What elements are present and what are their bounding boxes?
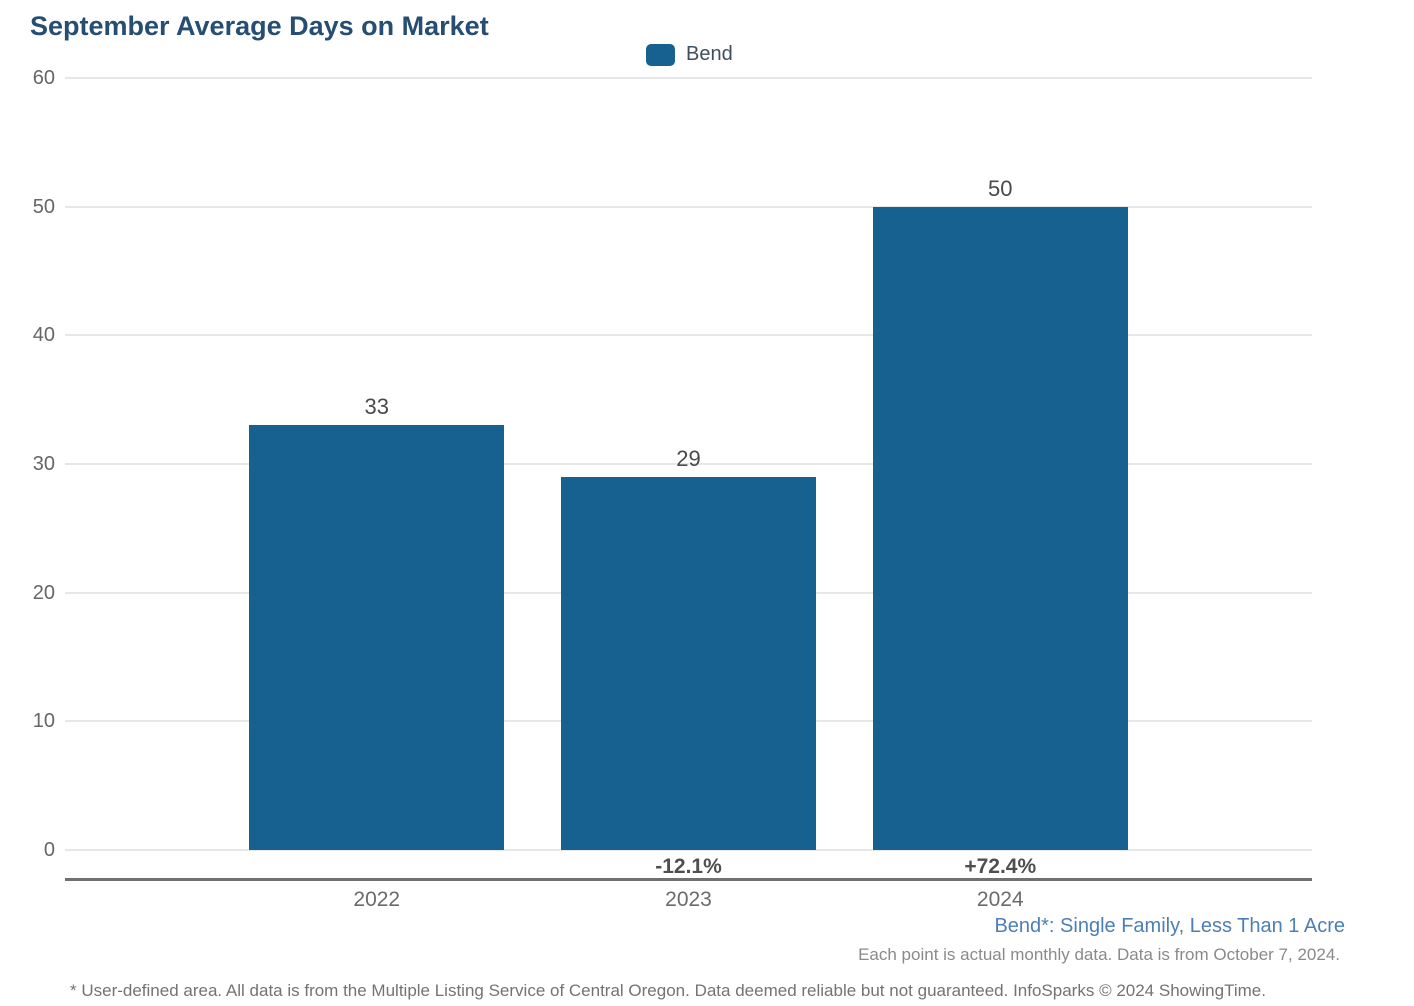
pct-change-label-2024: +72.4% bbox=[964, 855, 1037, 878]
legend-item-bend[interactable]: Bend bbox=[646, 43, 733, 66]
bar-2022[interactable] bbox=[249, 425, 505, 850]
bar-2024[interactable] bbox=[872, 206, 1128, 850]
gridline-30 bbox=[65, 463, 1312, 465]
x-tick-label-2024: 2024 bbox=[976, 888, 1024, 911]
footnote-disclaimer: * User-defined area. All data is from th… bbox=[70, 981, 1266, 1000]
y-axis: 0 10 20 30 40 50 60 bbox=[0, 67, 55, 861]
x-tick-label-2022: 2022 bbox=[353, 888, 401, 911]
gridline-0 bbox=[65, 849, 1312, 851]
gridline-40 bbox=[65, 334, 1312, 337]
y-tick-label-10: 10 bbox=[32, 710, 55, 733]
footnote-data-note: Each point is actual monthly data. Data … bbox=[858, 945, 1340, 964]
bar-value-label-2023: 29 bbox=[676, 445, 701, 471]
y-tick-label-50: 50 bbox=[32, 195, 55, 218]
plot-area: 33 2022 29 -12.1% 2023 50 +72.4% 2024 bbox=[65, 77, 1312, 911]
bar-value-label-2022: 33 bbox=[364, 394, 389, 420]
bar-value-label-2024: 50 bbox=[988, 175, 1013, 201]
y-tick-label-0: 0 bbox=[43, 839, 55, 861]
y-tick-label-40: 40 bbox=[32, 324, 55, 347]
y-tick-label-60: 60 bbox=[32, 67, 55, 89]
chart-title: September Average Days on Market bbox=[30, 11, 489, 41]
x-axis-line bbox=[65, 878, 1312, 881]
pct-change-label-2023: -12.1% bbox=[655, 855, 722, 878]
legend-label: Bend bbox=[686, 43, 733, 65]
y-tick-label-30: 30 bbox=[32, 453, 55, 475]
gridline-60 bbox=[65, 77, 1312, 79]
footnote-series-definition: Bend*: Single Family, Less Than 1 Acre bbox=[994, 915, 1345, 937]
x-tick-label-2023: 2023 bbox=[665, 888, 712, 911]
y-tick-label-20: 20 bbox=[32, 581, 55, 604]
bar-2023[interactable] bbox=[561, 476, 816, 850]
legend-swatch-icon bbox=[646, 43, 675, 66]
gridline-50 bbox=[65, 205, 1312, 208]
